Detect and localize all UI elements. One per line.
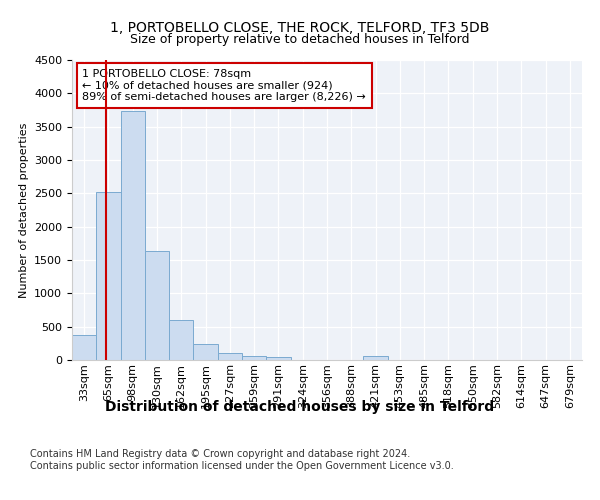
- Bar: [364, 356, 388, 360]
- Text: Size of property relative to detached houses in Telford: Size of property relative to detached ho…: [130, 34, 470, 46]
- Bar: [218, 354, 242, 360]
- Bar: [72, 334, 96, 360]
- Bar: [96, 192, 121, 360]
- Text: 1, PORTOBELLO CLOSE, THE ROCK, TELFORD, TF3 5DB: 1, PORTOBELLO CLOSE, THE ROCK, TELFORD, …: [110, 20, 490, 34]
- Text: 1 PORTOBELLO CLOSE: 78sqm
← 10% of detached houses are smaller (924)
89% of semi: 1 PORTOBELLO CLOSE: 78sqm ← 10% of detac…: [82, 69, 366, 102]
- Bar: [266, 358, 290, 360]
- Y-axis label: Number of detached properties: Number of detached properties: [19, 122, 29, 298]
- Text: Contains HM Land Registry data © Crown copyright and database right 2024.
Contai: Contains HM Land Registry data © Crown c…: [30, 449, 454, 471]
- Bar: [193, 344, 218, 360]
- Text: Distribution of detached houses by size in Telford: Distribution of detached houses by size …: [106, 400, 494, 414]
- Bar: [145, 250, 169, 360]
- Bar: [169, 320, 193, 360]
- Bar: [242, 356, 266, 360]
- Bar: [121, 112, 145, 360]
